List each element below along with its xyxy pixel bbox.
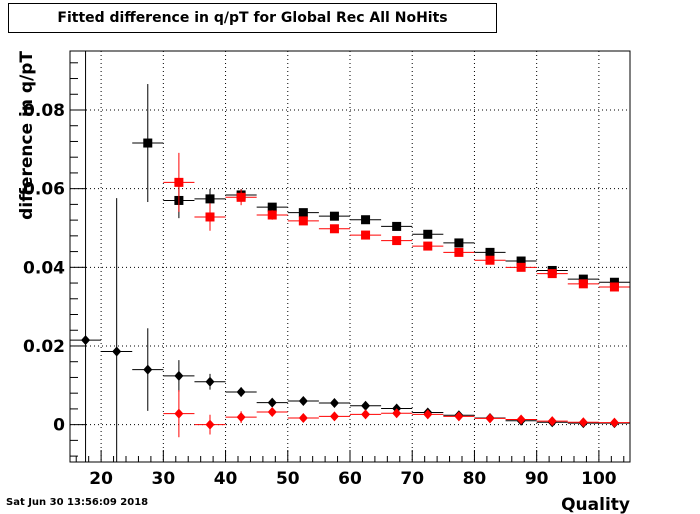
- data-point-square: [361, 215, 371, 225]
- x-axis-title: Quality: [561, 495, 630, 514]
- data-point-diamond: [267, 407, 277, 418]
- data-point-square: [423, 229, 433, 239]
- data-point-diamond: [174, 408, 184, 419]
- data-point-square: [329, 224, 339, 234]
- series: [132, 84, 630, 287]
- data-point-diamond: [81, 335, 91, 346]
- data-point-square: [392, 221, 402, 231]
- chart-title: Fitted difference in q/pT for Global Rec…: [8, 3, 497, 33]
- data-point-diamond: [329, 398, 339, 409]
- y-tick-label: 0.06: [23, 180, 65, 200]
- data-point-diamond: [205, 419, 215, 430]
- y-axis-title: difference in q/pT: [17, 51, 37, 220]
- data-point-square: [205, 194, 215, 204]
- data-point-square: [174, 177, 184, 187]
- data-point-diamond: [423, 409, 433, 420]
- data-point-diamond: [516, 414, 526, 425]
- data-point-square: [485, 255, 495, 265]
- data-series: [70, 51, 630, 462]
- data-point-square: [609, 277, 619, 287]
- data-point-square: [516, 262, 526, 272]
- x-tick-label: 90: [525, 469, 549, 489]
- data-point-diamond: [112, 346, 122, 357]
- series: [163, 152, 630, 292]
- data-point-diamond: [298, 412, 308, 423]
- data-point-diamond: [143, 364, 153, 375]
- x-tick-label: 70: [400, 469, 424, 489]
- data-point-square: [578, 279, 588, 289]
- series: [163, 390, 630, 438]
- data-point-diamond: [361, 400, 371, 411]
- x-tick-label: 60: [338, 469, 362, 489]
- data-point-diamond: [267, 397, 277, 408]
- data-point-square: [423, 241, 433, 251]
- data-point-square: [454, 247, 464, 257]
- data-point-diamond: [174, 370, 184, 381]
- data-point-diamond: [485, 413, 495, 424]
- x-tick-label: 20: [89, 469, 113, 489]
- data-point-square: [267, 202, 277, 212]
- data-point-square: [454, 238, 464, 248]
- data-point-square: [205, 212, 215, 222]
- data-point-square: [609, 282, 619, 292]
- data-point-diamond: [547, 416, 557, 427]
- x-tick-label: 100: [581, 469, 617, 489]
- data-point-diamond: [609, 417, 619, 428]
- data-point-diamond: [454, 411, 464, 422]
- y-tick-label: 0: [53, 416, 65, 436]
- x-tick-label: 40: [214, 469, 238, 489]
- data-point-square: [485, 247, 495, 257]
- data-point-square: [298, 216, 308, 226]
- axis-labels: 20 30 40 50 60 70 80 90 100 0 0.02 0.04 0.06 0.08 Qual…: [17, 51, 630, 514]
- data-point-diamond: [392, 408, 402, 419]
- axis-ticks: [70, 62, 625, 462]
- y-tick-label: 0.04: [23, 258, 65, 278]
- data-point-square: [547, 269, 557, 279]
- series: [70, 51, 630, 462]
- data-point-diamond: [361, 409, 371, 420]
- data-point-square: [298, 208, 308, 218]
- data-point-diamond: [298, 396, 308, 407]
- data-point-square: [578, 274, 588, 284]
- grid-lines: [70, 51, 630, 462]
- timestamp: Sat Jun 30 13:56:09 2018: [6, 497, 149, 508]
- x-tick-label: 50: [276, 469, 300, 489]
- data-point-diamond: [578, 417, 588, 428]
- y-tick-label: 0.08: [23, 101, 65, 121]
- y-tick-label: 0.02: [23, 337, 65, 357]
- data-point-square: [392, 236, 402, 246]
- data-point-square: [267, 210, 277, 220]
- data-point-square: [143, 138, 153, 148]
- x-tick-label: 30: [151, 469, 175, 489]
- data-point-diamond: [329, 411, 339, 422]
- data-point-diamond: [205, 376, 215, 387]
- plot-frame: [69, 50, 631, 463]
- data-point-square: [516, 256, 526, 266]
- data-point-square: [361, 230, 371, 240]
- data-point-square: [236, 192, 246, 202]
- x-tick-label: 80: [463, 469, 487, 489]
- data-point-diamond: [236, 412, 246, 423]
- data-point-diamond: [236, 386, 246, 397]
- data-point-square: [329, 211, 339, 221]
